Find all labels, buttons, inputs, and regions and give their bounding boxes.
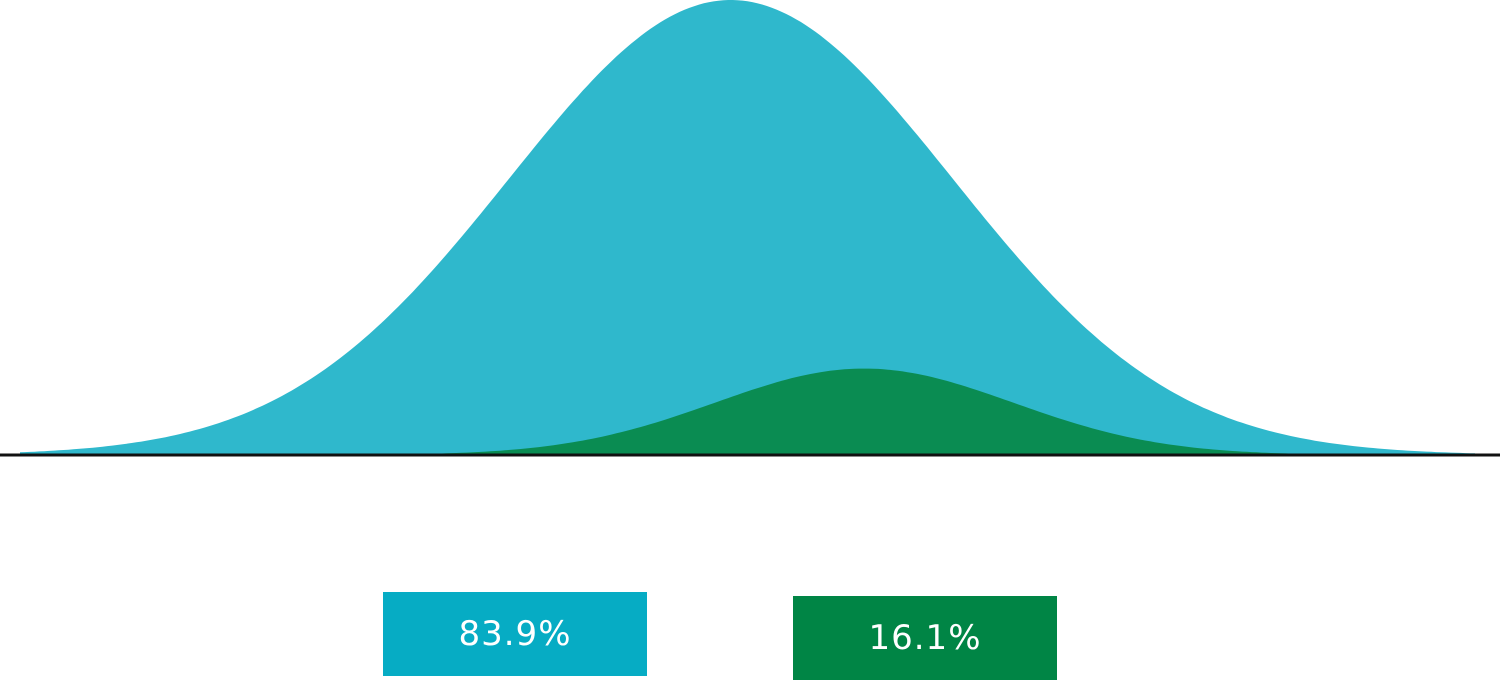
majority-distribution-area — [20, 0, 1475, 455]
minority-share-label: 16.1% — [793, 596, 1057, 680]
minority-share-text: 16.1% — [868, 618, 982, 658]
minority-distribution-area — [20, 368, 1475, 455]
majority-share-label: 83.9% — [383, 592, 647, 676]
majority-share-text: 83.9% — [458, 614, 572, 654]
